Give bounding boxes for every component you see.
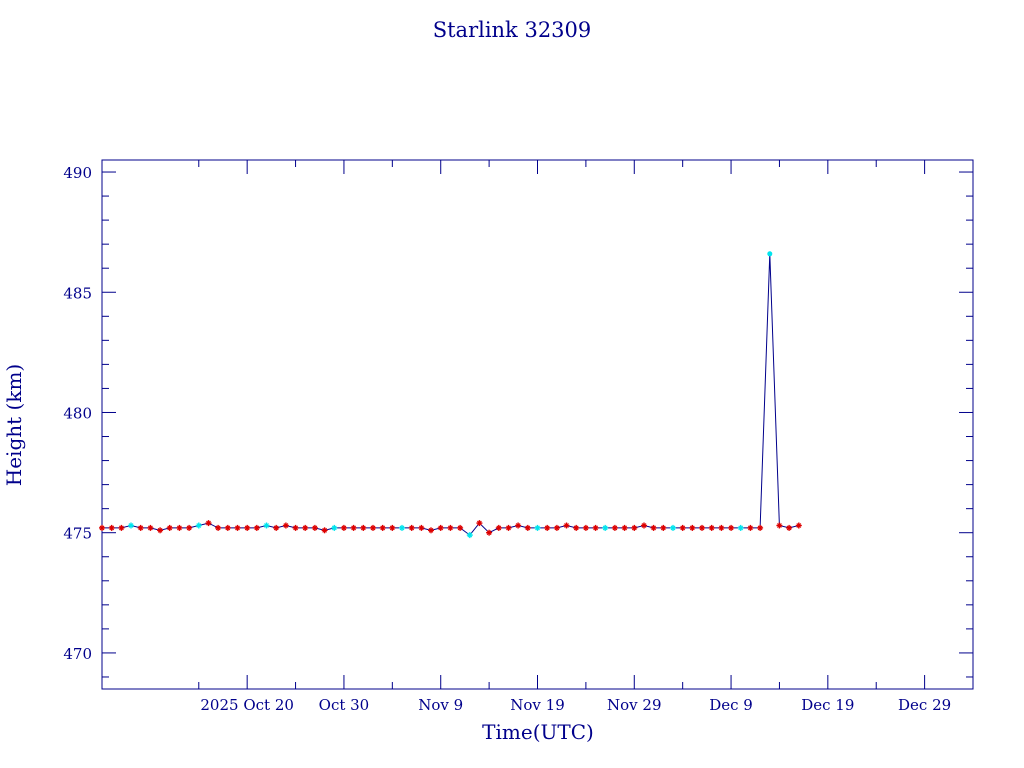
data-point <box>408 524 415 531</box>
x-tick-label: Dec 19 <box>801 696 854 714</box>
data-point <box>195 522 202 529</box>
data-point <box>437 524 444 531</box>
data-point <box>476 520 483 527</box>
data-point <box>776 522 783 529</box>
x-tick-label: Nov 29 <box>607 696 662 714</box>
data-point <box>495 524 502 531</box>
data-point <box>718 524 725 531</box>
x-tick-label: Nov 9 <box>418 696 463 714</box>
data-point <box>660 524 667 531</box>
data-point <box>650 524 657 531</box>
y-axis-label: Height (km) <box>2 364 26 486</box>
data-point <box>524 524 531 531</box>
x-tick-label: Nov 19 <box>510 696 565 714</box>
data-point <box>795 522 802 529</box>
data-point <box>99 524 105 531</box>
data-point <box>418 524 425 531</box>
data-point <box>573 524 580 531</box>
data-point <box>582 524 589 531</box>
x-tick-label: Dec 29 <box>898 696 951 714</box>
data-point <box>253 524 260 531</box>
data-point <box>641 522 647 529</box>
x-tick-label: Oct 30 <box>319 696 370 714</box>
data-point <box>176 524 183 531</box>
data-point <box>611 524 618 531</box>
data-point <box>428 527 434 534</box>
data-point <box>670 524 676 531</box>
data-point <box>747 524 754 531</box>
data-point <box>311 524 318 531</box>
plot-frame <box>101 159 974 690</box>
data-point <box>563 522 570 529</box>
data-point <box>786 524 793 531</box>
data-point <box>273 524 280 531</box>
data-point <box>282 522 289 529</box>
data-point <box>331 524 338 531</box>
data-point <box>689 524 696 531</box>
data-point <box>631 524 638 531</box>
x-tick-label: 2025 Oct 20 <box>200 696 294 714</box>
data-point <box>137 524 144 531</box>
data-point <box>340 524 347 531</box>
y-tick-label: 480 <box>63 404 92 422</box>
y-tick-label: 475 <box>63 525 92 543</box>
data-point <box>302 524 309 531</box>
data-point <box>147 524 154 531</box>
data-point <box>350 524 357 531</box>
data-point <box>399 524 405 531</box>
y-tick-label: 485 <box>63 284 92 302</box>
series-line <box>102 253 799 536</box>
data-point <box>360 524 367 531</box>
data-point <box>728 524 735 531</box>
data-point <box>699 524 705 531</box>
data-point <box>544 524 551 531</box>
data-point <box>292 524 299 531</box>
data-point <box>679 524 686 531</box>
data-point <box>321 527 328 534</box>
data-point <box>118 524 125 531</box>
data-point <box>157 527 164 534</box>
data-point <box>389 524 396 531</box>
data-point <box>166 524 173 531</box>
y-tick-label: 470 <box>63 645 92 663</box>
data-point <box>370 524 376 531</box>
data-point <box>757 524 764 531</box>
data-point <box>708 524 715 531</box>
data-point <box>215 524 222 531</box>
data-point <box>534 524 541 531</box>
data-point <box>234 524 241 531</box>
data-point <box>505 524 512 531</box>
data-point <box>466 532 473 539</box>
data-point <box>447 524 454 531</box>
y-tick-label: 490 <box>63 164 92 182</box>
data-point <box>486 529 493 536</box>
data-point <box>244 524 251 531</box>
data-point <box>621 524 628 531</box>
data-point <box>186 524 193 531</box>
data-point <box>108 524 115 531</box>
data-point <box>128 522 134 529</box>
data-point <box>263 522 270 529</box>
data-point <box>224 524 231 531</box>
data-point <box>602 524 609 531</box>
x-axis-label: Time(UTC) <box>482 720 594 744</box>
data-point <box>515 522 522 529</box>
data-point <box>379 524 386 531</box>
data-point <box>553 524 560 531</box>
data-point <box>457 524 464 531</box>
data-point <box>737 524 744 531</box>
data-point <box>592 524 599 531</box>
data-point <box>767 251 773 257</box>
chart-title: Starlink 32309 <box>433 18 592 42</box>
x-tick-label: Dec 9 <box>709 696 753 714</box>
data-point <box>205 520 212 527</box>
